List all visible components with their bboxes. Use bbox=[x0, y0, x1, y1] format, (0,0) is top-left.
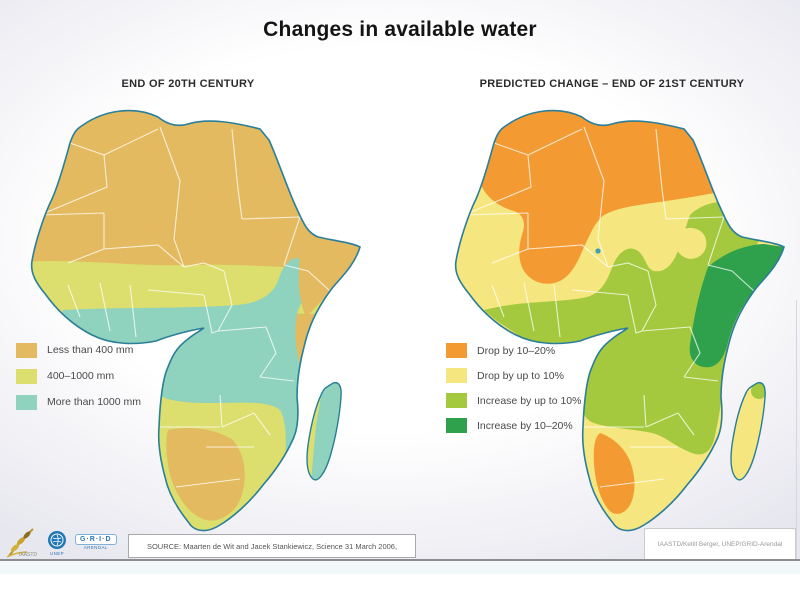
bottom-divider bbox=[0, 559, 800, 561]
africa-map-20th-century bbox=[30, 109, 361, 532]
unep-label: UNEP bbox=[49, 550, 65, 556]
legend-label: More than 1000 mm bbox=[47, 396, 141, 408]
bottom-strip bbox=[0, 561, 800, 574]
source-text: SOURCE: Maarten de Wit and Jacek Stankie… bbox=[146, 541, 398, 551]
zone-yellow-island-sudan bbox=[676, 227, 707, 259]
legend-swatch-more-1000 bbox=[16, 394, 37, 410]
legend-swatch-400-1000 bbox=[16, 368, 37, 384]
right-map-title: PREDICTED CHANGE – END OF 21ST CENTURY bbox=[479, 78, 745, 90]
legend-item: Increase by up to 10% bbox=[446, 388, 581, 413]
zone-increase-10-20-horn bbox=[689, 244, 784, 368]
zone-drop-10-20-southwest bbox=[593, 433, 635, 514]
grid-sublabel: ARENDAL bbox=[83, 545, 108, 550]
left-map-title: END OF 20TH CENTURY bbox=[121, 78, 255, 90]
legend-item: Increase by 10–20% bbox=[446, 413, 581, 438]
legend-swatch-drop-up-10 bbox=[446, 368, 467, 383]
unep-icon bbox=[48, 530, 66, 549]
legend-label: Increase by 10–20% bbox=[477, 419, 573, 432]
credit-text: IAASTD/Ketill Berger, UNEP/GRID-Arendal bbox=[657, 540, 783, 548]
source-box: SOURCE: Maarten de Wit and Jacek Stankie… bbox=[128, 534, 416, 558]
legend-swatch-drop-10-20 bbox=[446, 343, 467, 358]
lake-chad-dot bbox=[595, 248, 601, 254]
zone-more-than-1000mm bbox=[62, 257, 309, 480]
credit-box: IAASTD/Ketill Berger, UNEP/GRID-Arendal bbox=[644, 528, 796, 560]
legend-change: Drop by 10–20% Drop by up to 10% Increas… bbox=[446, 338, 581, 438]
legend-item: Less than 400 mm bbox=[16, 337, 141, 363]
legend-swatch-less-400 bbox=[16, 342, 37, 358]
legend-rainfall: Less than 400 mm 400–1000 mm More than 1… bbox=[16, 337, 141, 415]
madagascar-north-green bbox=[751, 383, 766, 399]
legend-label: 400–1000 mm bbox=[47, 370, 115, 382]
legend-label: Less than 400 mm bbox=[47, 344, 134, 356]
unep-logo: UNEP bbox=[46, 529, 68, 556]
legend-label: Increase by up to 10% bbox=[477, 394, 582, 407]
africa-map-21st-century bbox=[454, 109, 785, 532]
zone-increase-up-to-10 bbox=[484, 201, 762, 455]
footer-logos: IAASTD UNEP G·R·I·D ARENDAL bbox=[3, 523, 117, 561]
bottom-margin bbox=[0, 574, 800, 600]
grid-logo: G·R·I·D ARENDAL bbox=[75, 534, 117, 550]
legend-item: Drop by up to 10% bbox=[446, 363, 581, 388]
zone-southwest-dry bbox=[166, 428, 245, 521]
grid-label: G·R·I·D bbox=[75, 534, 117, 545]
page-title: Changes in available water bbox=[263, 18, 537, 41]
legend-label: Drop by 10–20% bbox=[477, 344, 556, 357]
zone-horn-dry bbox=[298, 245, 360, 317]
iaastd-label: IAASTD bbox=[18, 552, 38, 558]
legend-label: Drop by up to 10% bbox=[477, 369, 564, 382]
wheat-icon bbox=[6, 528, 34, 558]
legend-swatch-increase-up-10 bbox=[446, 393, 467, 408]
legend-item: More than 1000 mm bbox=[16, 389, 141, 415]
right-edge-line bbox=[796, 300, 797, 559]
legend-item: 400–1000 mm bbox=[16, 363, 141, 389]
legend-swatch-increase-10-20 bbox=[446, 418, 467, 433]
iaastd-logo: IAASTD bbox=[3, 526, 39, 558]
legend-item: Drop by 10–20% bbox=[446, 338, 581, 363]
